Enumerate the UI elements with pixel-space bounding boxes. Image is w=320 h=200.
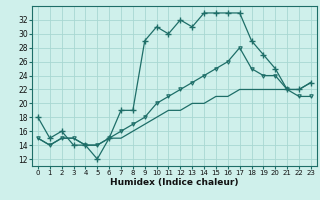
X-axis label: Humidex (Indice chaleur): Humidex (Indice chaleur) bbox=[110, 178, 239, 187]
